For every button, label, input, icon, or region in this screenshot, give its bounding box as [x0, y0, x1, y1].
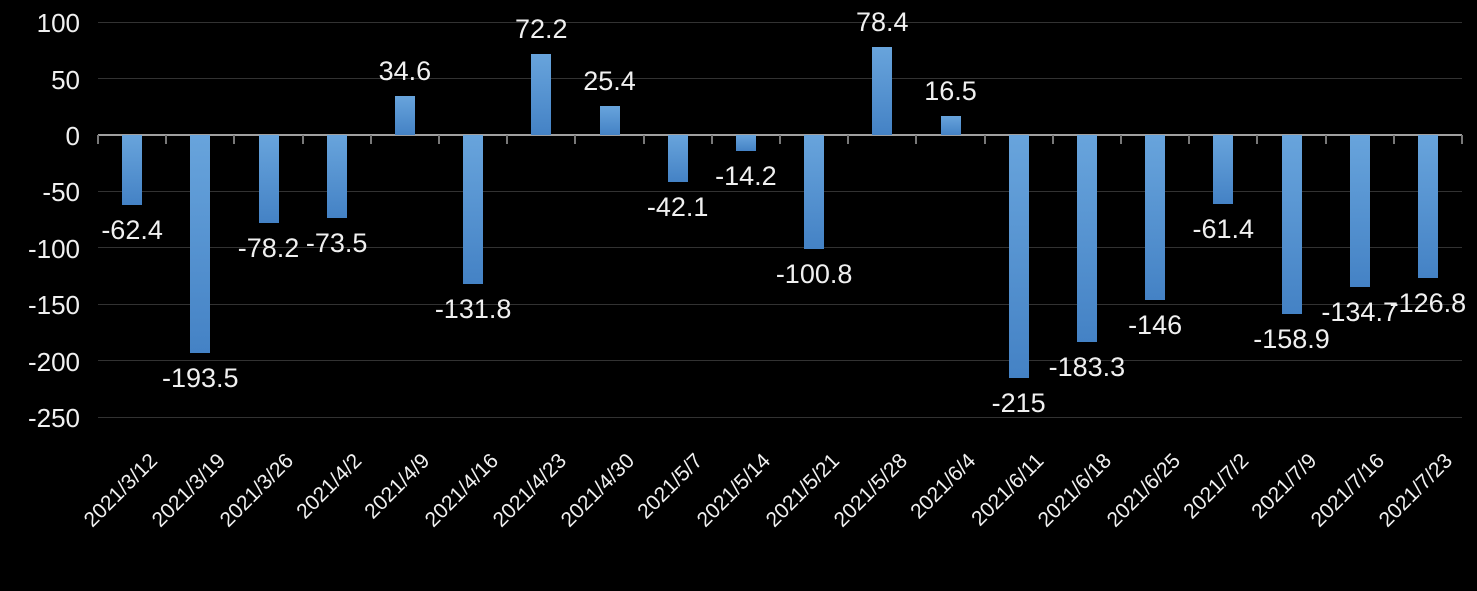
x-axis-label: 2021/3/12	[79, 449, 162, 532]
y-axis-label: -50	[42, 177, 80, 208]
x-axis-label: 2021/6/18	[1034, 449, 1117, 532]
y-axis-label: 0	[65, 121, 80, 151]
bar	[1349, 135, 1370, 287]
bar-data-label: -215	[991, 387, 1046, 418]
bar-data-label: 25.4	[583, 66, 636, 97]
axis-tick	[506, 135, 509, 144]
y-axis-label: -150	[27, 290, 80, 321]
bar-data-label: -193.5	[162, 363, 239, 394]
bar	[463, 135, 484, 284]
bar	[190, 135, 211, 354]
gridline	[98, 247, 1462, 249]
bar	[1213, 135, 1234, 205]
axis-tick	[1188, 135, 1191, 144]
x-axis-label: 2021/6/25	[1102, 449, 1185, 532]
axis-tick	[438, 135, 440, 144]
bar-data-label: -126.8	[1389, 288, 1467, 319]
axis-tick	[97, 135, 99, 144]
x-axis-label: 2021/4/30	[556, 449, 640, 532]
bar	[1076, 135, 1097, 342]
axis-tick	[1324, 135, 1327, 144]
x-axis-label: 2021/3/19	[147, 449, 230, 532]
x-axis-label: 2021/5/14	[693, 449, 776, 532]
axis-tick	[1392, 135, 1395, 144]
bar-data-label: -73.5	[305, 227, 368, 258]
bar-data-label: -134.7	[1321, 296, 1398, 327]
bar-data-label: -78.2	[237, 233, 300, 264]
gridline	[98, 21, 1462, 23]
gridline	[98, 416, 1462, 418]
x-axis-label: 2021/3/26	[215, 449, 299, 532]
axis-tick	[642, 135, 645, 144]
y-axis-label: 100	[36, 8, 80, 39]
y-axis-label: 50	[51, 64, 80, 95]
bar	[667, 135, 688, 183]
bar	[804, 135, 825, 249]
bar	[531, 53, 552, 135]
bar	[394, 95, 415, 135]
gridline	[98, 360, 1462, 362]
bar-data-label: 72.2	[515, 13, 568, 44]
axis-tick	[710, 135, 713, 144]
axis-tick	[1256, 135, 1259, 144]
axis-tick	[779, 135, 781, 144]
bar-data-label: -100.8	[775, 258, 853, 289]
x-axis-label: 2021/4/2	[292, 449, 367, 524]
axis-tick	[574, 135, 577, 144]
axis-tick	[233, 135, 236, 144]
bar-data-label: -61.4	[1192, 214, 1255, 245]
bar-data-label: 78.4	[856, 6, 909, 37]
x-axis-label: 2021/7/23	[1375, 449, 1458, 532]
x-axis-label: 2021/7/2	[1178, 449, 1253, 524]
bar-data-label: -62.4	[101, 215, 163, 246]
bar-data-label: -131.8	[434, 293, 512, 324]
axis-tick	[1051, 135, 1054, 144]
bar	[872, 46, 893, 135]
y-axis-label: -100	[27, 233, 80, 264]
x-axis-label: 2021/5/21	[761, 449, 844, 532]
bar	[258, 135, 279, 224]
bar-data-label: -146	[1128, 309, 1183, 340]
gridline	[98, 190, 1462, 192]
y-axis-label: -250	[27, 403, 80, 433]
bar	[599, 106, 620, 135]
bar	[1417, 135, 1438, 279]
bar	[735, 135, 756, 152]
y-axis-label: -200	[27, 346, 80, 377]
axis-tick	[1461, 135, 1463, 144]
bar-data-label: -42.1	[646, 192, 709, 223]
axis-tick	[915, 135, 918, 144]
axis-tick	[1120, 135, 1122, 144]
bar-data-label: 16.5	[924, 76, 977, 107]
bar-data-label: -14.2	[715, 161, 777, 192]
x-axis-label: 2021/4/23	[488, 449, 571, 532]
bar	[326, 135, 347, 218]
bar	[1281, 135, 1302, 315]
bar-data-label: -183.3	[1048, 351, 1126, 382]
bar	[122, 135, 143, 206]
bar-data-label: -158.9	[1253, 324, 1330, 355]
x-axis-label: 2021/7/16	[1306, 449, 1390, 532]
bar	[1145, 135, 1166, 300]
axis-tick	[165, 135, 168, 144]
bar	[940, 116, 961, 135]
gridline	[98, 303, 1462, 305]
x-axis-label: 2021/5/28	[829, 449, 912, 532]
axis-tick	[983, 135, 986, 144]
bar	[1008, 135, 1029, 378]
axis-tick	[847, 135, 850, 144]
bar-data-label: 34.6	[378, 55, 432, 86]
gridline	[98, 78, 1462, 80]
x-axis-label: 2021/4/16	[420, 449, 503, 532]
axis-tick	[369, 135, 372, 144]
axis-tick	[301, 135, 304, 144]
